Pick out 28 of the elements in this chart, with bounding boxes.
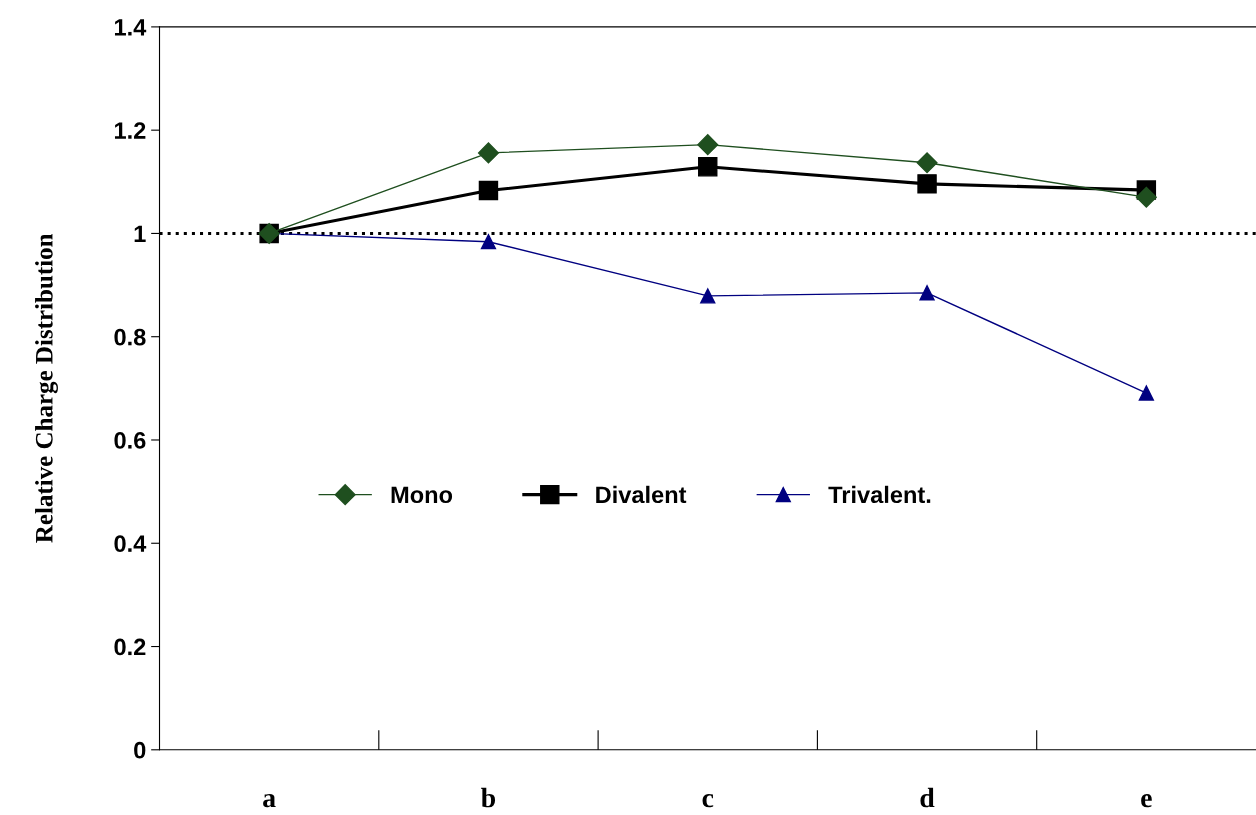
- legend-label: Divalent: [596, 485, 687, 504]
- point: [478, 180, 499, 201]
- point: [477, 142, 499, 164]
- y-tick-label: 1.2: [114, 122, 146, 139]
- y-tick-label: 1: [134, 225, 146, 242]
- point: [697, 134, 719, 156]
- y-tick-label: 0: [134, 741, 146, 759]
- x-tick-label: d: [920, 787, 935, 808]
- x-tick-label: c: [702, 793, 714, 808]
- legend-label: Mono: [391, 486, 453, 504]
- point: [917, 174, 937, 194]
- legend-label: Trivalent.: [828, 485, 931, 504]
- x-tick-label: a: [263, 794, 276, 808]
- x-tick-label: b: [481, 787, 496, 808]
- point: [1135, 186, 1157, 208]
- y-axis-title: Relative Charge Distribution: [35, 233, 58, 543]
- x-tick-label: e: [1141, 794, 1152, 808]
- point: [1138, 385, 1154, 401]
- y-tick-label: 0.6: [114, 432, 146, 449]
- point: [480, 234, 497, 250]
- y-tick-label: 0.2: [114, 638, 146, 656]
- point: [916, 152, 938, 174]
- y-tick-label: 0.4: [114, 535, 147, 553]
- y-tick-label: 1.4: [114, 19, 147, 36]
- y-tick-label: 0.8: [114, 328, 146, 346]
- point: [700, 288, 716, 304]
- point: [698, 157, 718, 177]
- point: [919, 285, 935, 301]
